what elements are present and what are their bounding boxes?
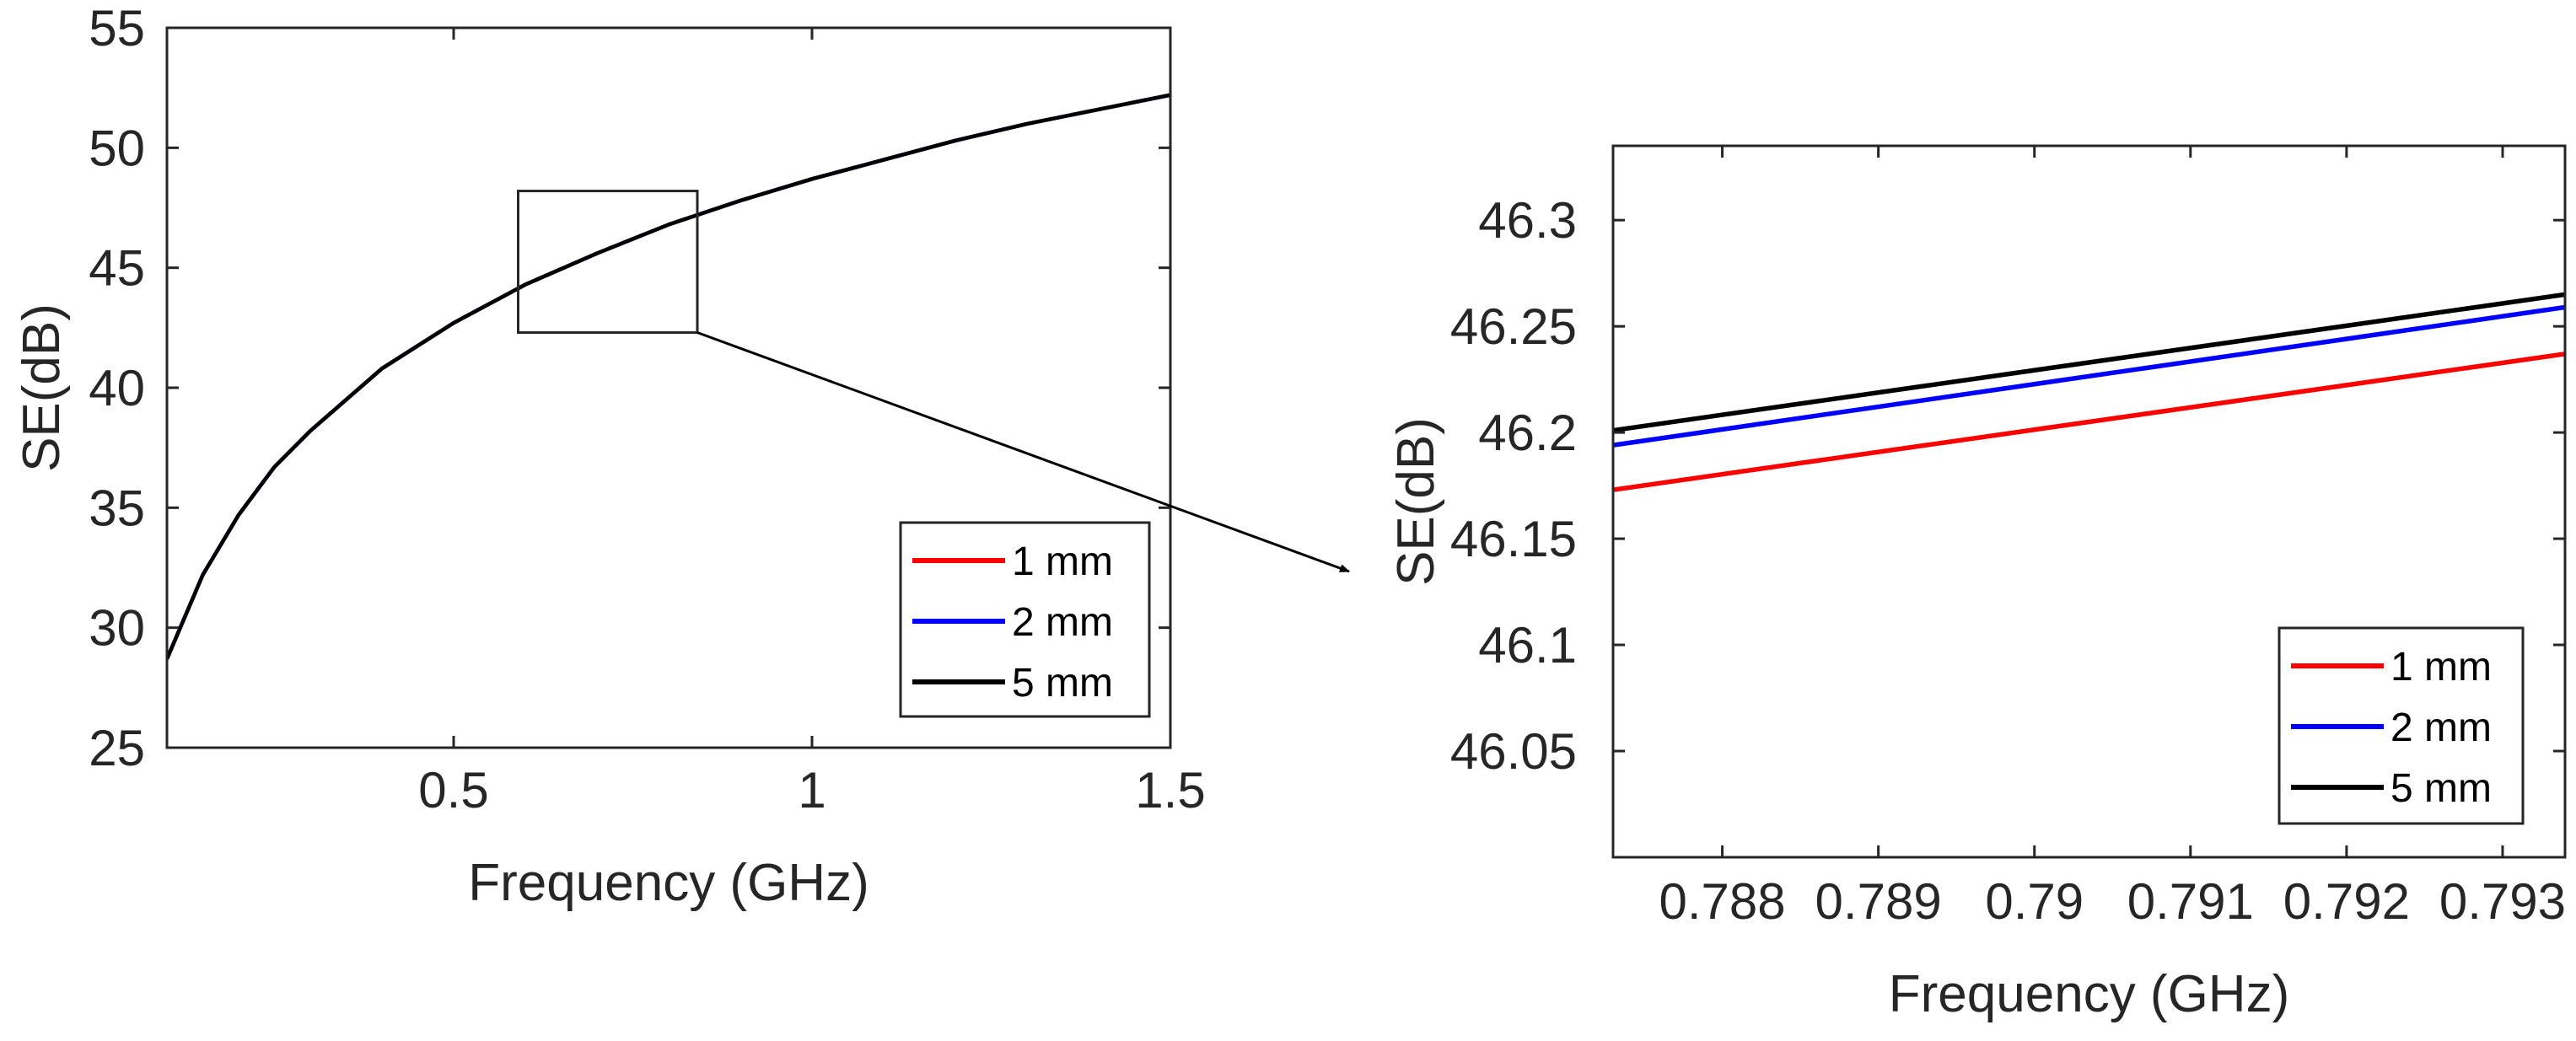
y-tick-label: 45 <box>89 240 145 297</box>
main-chart: 0.5 1 1.5 25 30 35 40 45 50 55 Frequency (GHz) SE(d… <box>13 0 1206 912</box>
x-tick-label: 0.792 <box>2283 873 2410 930</box>
y-tick-label: 46.3 <box>1478 192 1577 249</box>
zoom-chart: 0.788 0.789 0.79 0.791 0.792 0.793 46.05 46.1 46… <box>1387 144 2567 1023</box>
legend-label-3: 5 mm <box>2390 766 2492 811</box>
x-tick-label: 0.791 <box>2127 873 2254 930</box>
y-tick-label: 46.25 <box>1450 298 1577 355</box>
y-tick-label: 46.2 <box>1478 405 1577 461</box>
series-line-2 <box>1613 304 2565 448</box>
x-tick-label: 0.789 <box>1815 873 1942 930</box>
axes-frame <box>1611 144 2567 859</box>
x-tick-label: 1.5 <box>1135 762 1205 818</box>
y-axis-label: SE(dB) <box>1387 417 1445 586</box>
x-tick-label: 0.793 <box>2439 873 2566 930</box>
x-tick-label: 0.788 <box>1659 873 1785 930</box>
y-tick-label: 40 <box>89 360 145 416</box>
x-axis-label: Frequency (GHz) <box>468 854 869 912</box>
legend-label-1: 1 mm <box>2390 645 2492 690</box>
y-tick-label: 46.15 <box>1450 511 1577 567</box>
legend-label-2: 2 mm <box>1012 600 1113 645</box>
series-line-1 <box>1613 351 2565 492</box>
x-axis-label: Frequency (GHz) <box>1889 965 2289 1023</box>
y-tick-label: 35 <box>89 480 145 536</box>
series-line-3 <box>167 93 1170 660</box>
legend-label-2: 2 mm <box>2390 706 2492 750</box>
y-tick-label: 46.05 <box>1450 723 1577 780</box>
legend-label-3: 5 mm <box>1012 661 1113 706</box>
legend-label-1: 1 mm <box>1012 539 1113 584</box>
y-tick-label: 50 <box>89 120 145 176</box>
zoom-connector-arrow <box>696 331 1350 573</box>
y-tick-label: 46.1 <box>1478 617 1577 673</box>
x-tick-label: 0.5 <box>418 762 488 818</box>
series-line-3 <box>1613 292 2565 433</box>
zoom-box <box>517 190 699 335</box>
x-tick-label: 0.79 <box>1985 873 2084 930</box>
x-tick-label: 1 <box>798 762 826 818</box>
y-tick-label: 55 <box>89 0 145 56</box>
y-tick-label: 25 <box>89 720 145 776</box>
y-tick-label: 30 <box>89 600 145 657</box>
y-axis-label: SE(dB) <box>13 303 71 472</box>
